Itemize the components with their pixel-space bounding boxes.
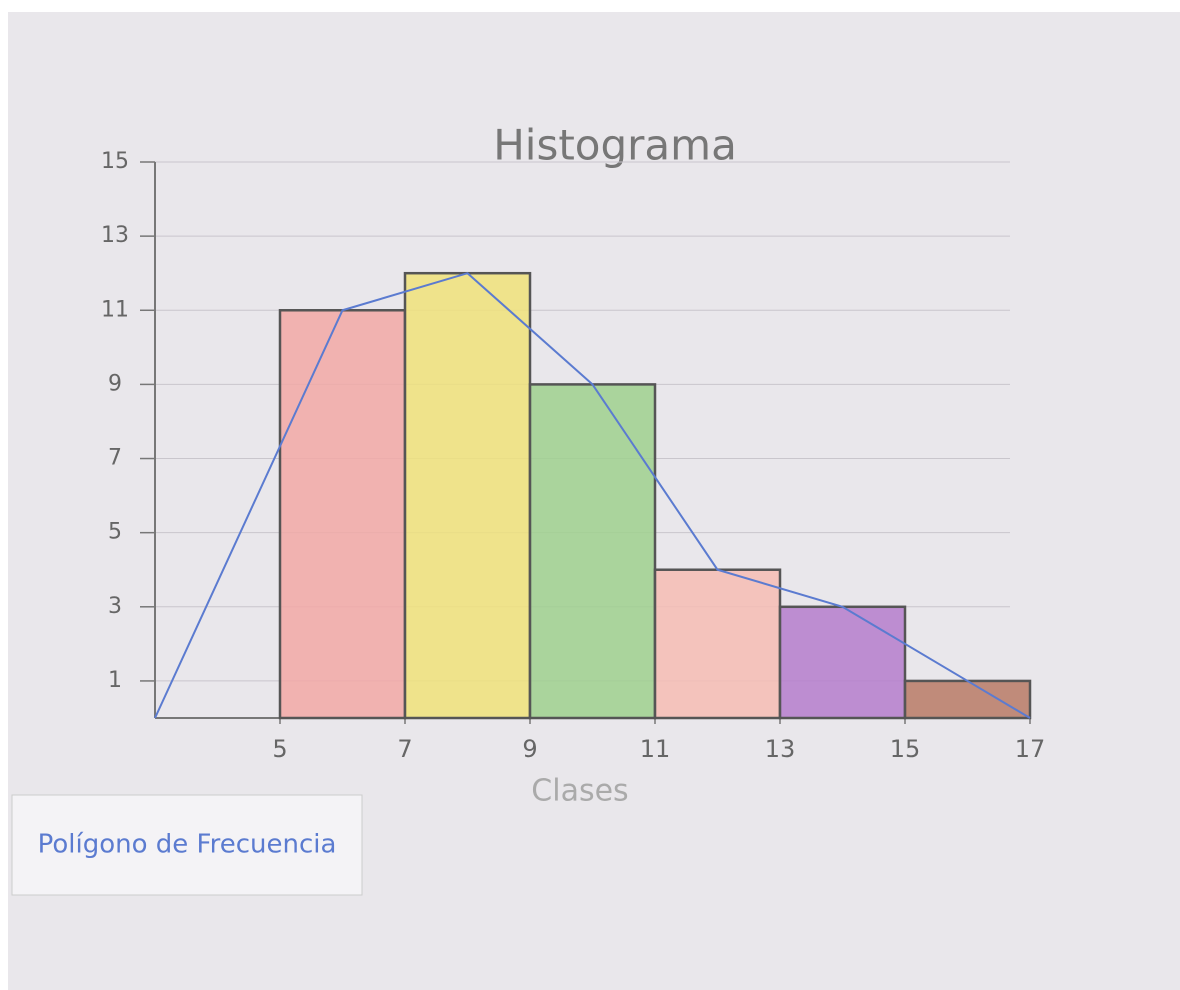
x-tick-label: 11 <box>640 735 671 763</box>
x-tick-label: 15 <box>890 735 921 763</box>
y-tick-label: 13 <box>101 223 129 248</box>
bar <box>655 570 780 718</box>
y-tick-label: 7 <box>108 446 122 471</box>
x-tick-label: 5 <box>272 735 287 763</box>
legend-label: Polígono de Frecuencia <box>38 830 337 860</box>
bar <box>280 310 405 718</box>
y-tick-label: 15 <box>101 149 129 174</box>
chart: Histograma Clases 1357911131557911131517… <box>0 0 1180 990</box>
x-tick-label: 7 <box>397 735 412 763</box>
y-tick-label: 9 <box>108 371 122 396</box>
x-tick-label: 9 <box>522 735 537 763</box>
bar <box>405 273 530 718</box>
bar <box>905 681 1030 718</box>
y-tick-label: 11 <box>101 297 129 322</box>
x-tick-label: 13 <box>765 735 796 763</box>
y-tick-label: 1 <box>108 668 122 693</box>
bar <box>780 607 905 718</box>
y-tick-label: 5 <box>108 520 122 545</box>
x-axis-label: Clases <box>531 774 628 809</box>
x-tick-label: 17 <box>1015 735 1046 763</box>
y-tick-label: 3 <box>108 594 122 619</box>
bar <box>530 384 655 718</box>
